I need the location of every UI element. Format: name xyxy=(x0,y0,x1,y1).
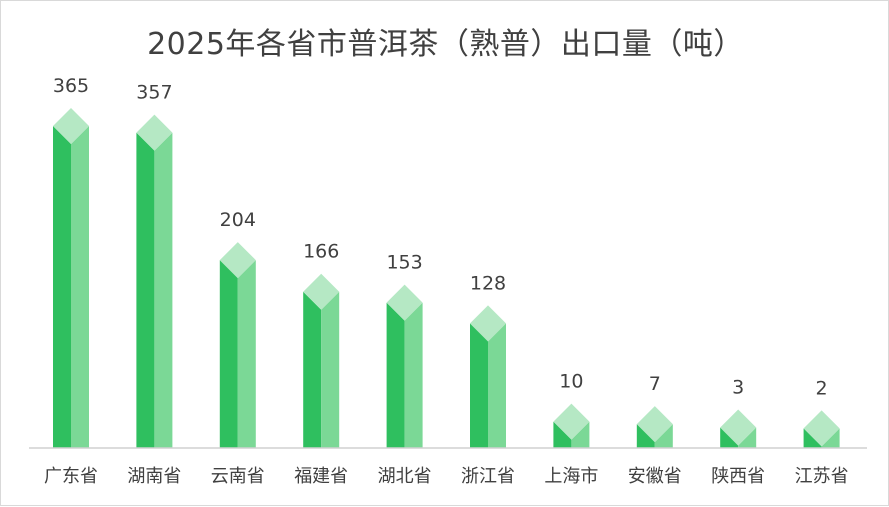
bar-top-face xyxy=(803,410,840,447)
bar-left-face xyxy=(219,260,238,448)
bar-top-face xyxy=(386,284,423,321)
bar-7 xyxy=(553,403,590,448)
bar-right-face xyxy=(738,427,757,448)
bar-left-face xyxy=(470,323,488,448)
x-tick-label: 福建省 xyxy=(294,466,348,487)
bar-left-face xyxy=(136,132,155,448)
bar-top-face xyxy=(553,403,590,440)
bar-right-face xyxy=(321,291,340,448)
bar-right-face xyxy=(404,302,423,448)
bar-9 xyxy=(720,409,757,448)
data-label: 365 xyxy=(53,75,89,97)
bar-right-face xyxy=(488,323,506,448)
data-label: 10 xyxy=(559,371,583,393)
bar-top-face xyxy=(636,406,673,443)
bar-right-face xyxy=(154,132,173,448)
x-tick-label: 浙江省 xyxy=(461,466,515,487)
x-tick-label: 上海市 xyxy=(544,466,598,487)
data-label: 204 xyxy=(220,209,256,231)
bar-top-face xyxy=(720,409,757,446)
bar-2 xyxy=(136,114,173,448)
bar-right-face xyxy=(71,126,89,448)
bar-top-face xyxy=(136,114,173,151)
bar-6 xyxy=(470,305,506,448)
bar-right-face xyxy=(237,260,256,448)
labels-group: 365 广东省 357 湖南省 204 云南省 166 福建省 153 湖北省 128 浙江省 10 上海… xyxy=(44,75,849,487)
bar-right-face xyxy=(571,421,590,448)
x-tick-label: 云南省 xyxy=(211,466,265,487)
data-label: 128 xyxy=(470,272,506,294)
data-label: 7 xyxy=(649,373,661,395)
bar-left-face xyxy=(636,424,655,448)
bar-3 xyxy=(219,242,256,448)
bar-5 xyxy=(386,284,423,448)
bar-left-face xyxy=(386,302,405,448)
data-label: 166 xyxy=(303,241,339,263)
bar-10 xyxy=(803,410,840,448)
x-tick-label: 广东省 xyxy=(44,466,98,487)
bar-4 xyxy=(303,273,340,448)
bar-top-face xyxy=(303,273,340,310)
data-label: 3 xyxy=(732,377,744,399)
bars-group xyxy=(53,108,840,448)
x-tick-label: 江苏省 xyxy=(795,466,849,487)
bar-top-face xyxy=(219,242,256,279)
bar-left-face xyxy=(53,126,71,448)
data-label: 2 xyxy=(816,377,828,399)
bar-8 xyxy=(636,406,673,448)
bar-1 xyxy=(53,108,89,448)
chart-title: 2025年各省市普洱茶（熟普）出口量（吨） xyxy=(147,27,744,62)
data-label: 357 xyxy=(136,82,172,104)
bar-left-face xyxy=(720,427,739,448)
data-label: 153 xyxy=(386,252,422,274)
bar-right-face xyxy=(654,424,673,448)
x-tick-label: 陕西省 xyxy=(711,466,765,487)
bar-left-face xyxy=(803,428,822,448)
x-tick-label: 湖北省 xyxy=(378,466,432,487)
x-tick-label: 湖南省 xyxy=(127,466,181,487)
x-tick-label: 安徽省 xyxy=(628,466,682,487)
bar-top-face xyxy=(53,108,89,144)
bar-right-face xyxy=(821,428,840,448)
bar-top-face xyxy=(470,305,506,342)
bar-left-face xyxy=(553,421,572,448)
bar-left-face xyxy=(303,291,322,448)
